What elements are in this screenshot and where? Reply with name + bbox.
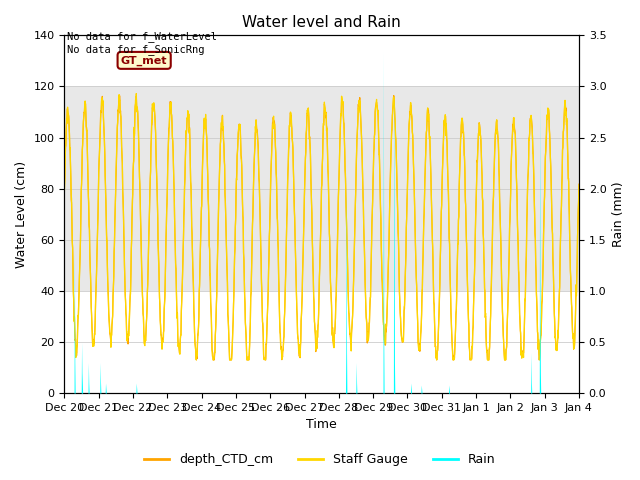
Text: GT_met: GT_met [121, 55, 168, 65]
Y-axis label: Water Level (cm): Water Level (cm) [15, 161, 28, 268]
X-axis label: Time: Time [307, 419, 337, 432]
Bar [65, 86, 579, 291]
Y-axis label: Rain (mm): Rain (mm) [612, 181, 625, 247]
Text: No data for f_WaterLevel
No data for f_SonicRng: No data for f_WaterLevel No data for f_S… [67, 31, 217, 55]
Title: Water level and Rain: Water level and Rain [243, 15, 401, 30]
Legend: depth_CTD_cm, Staff Gauge, Rain: depth_CTD_cm, Staff Gauge, Rain [140, 448, 500, 471]
